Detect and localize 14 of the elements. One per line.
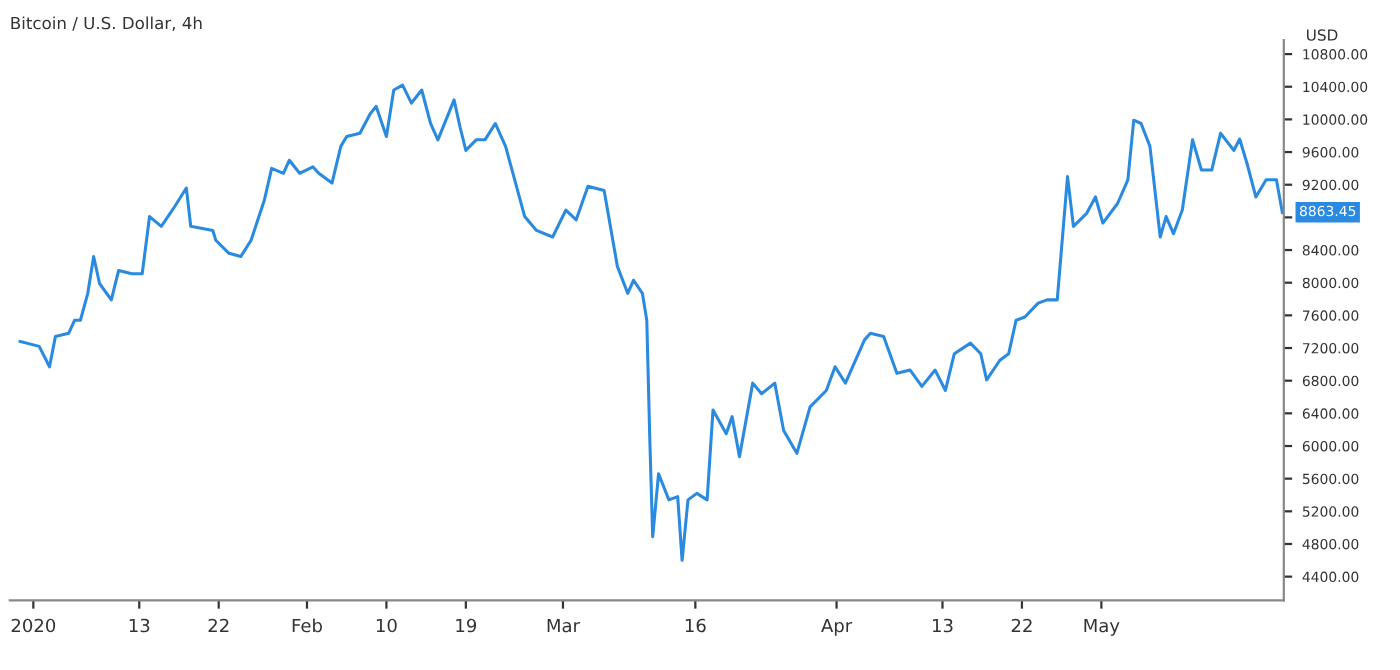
x-tick-label: 2020 [11, 618, 56, 633]
x-tick-label: 22 [208, 618, 229, 633]
x-tick-label: 13 [932, 618, 953, 633]
x-tick-label: 13 [129, 618, 150, 633]
x-tick-label: 19 [456, 618, 477, 633]
x-tick-label: 22 [1011, 618, 1032, 633]
x-tick-label: Mar [547, 618, 580, 633]
x-tick-label: Apr [821, 618, 853, 636]
x-tick-label: 10 [376, 618, 397, 633]
x-tick-label: May [1084, 618, 1120, 636]
x-tick-label: Feb [292, 618, 322, 633]
line-series [18, 83, 1284, 562]
x-tick-label: 16 [685, 618, 706, 633]
chart-title: Bitcoin / U.S. Dollar, 4h [11, 16, 202, 32]
